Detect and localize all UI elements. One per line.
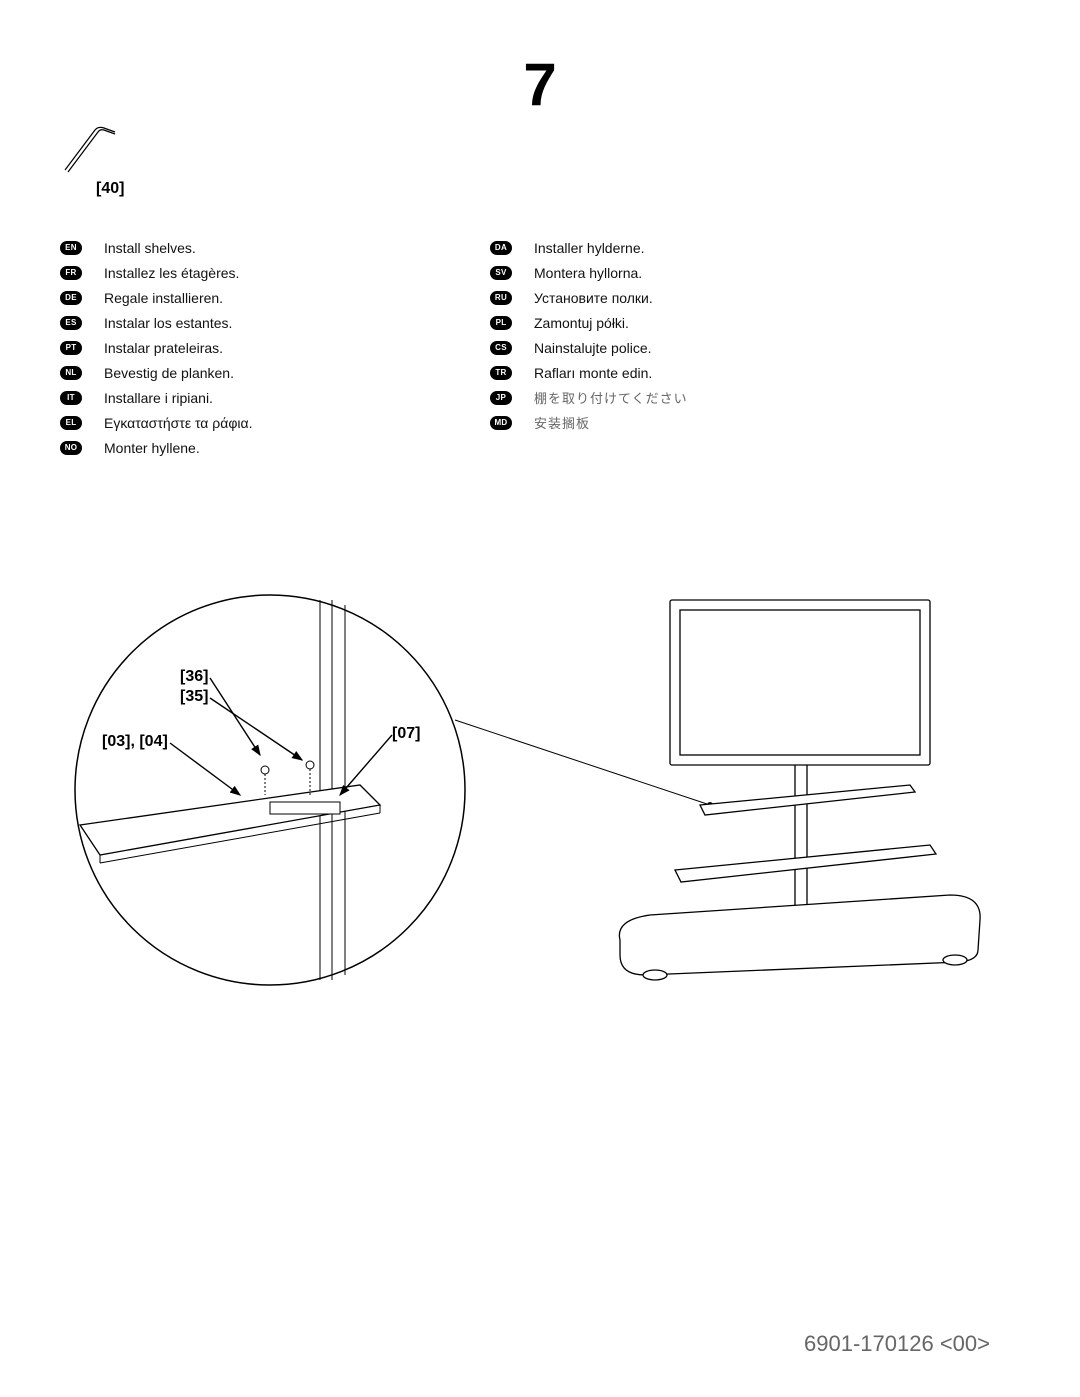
language-code-badge: EN <box>60 241 82 255</box>
language-code-badge: DA <box>490 241 512 255</box>
tool-callout: [40] <box>60 120 124 198</box>
language-row: IT Installare i ripiani. <box>60 385 460 410</box>
part-ref-07: [07] <box>392 725 420 743</box>
language-instruction-text: Nainstalujte police. <box>534 340 652 356</box>
language-instruction-text: Zamontuj półki. <box>534 315 629 331</box>
language-instruction-text: Bevestig de planken. <box>104 365 234 381</box>
language-row: PT Instalar prateleiras. <box>60 335 460 360</box>
language-code-badge: MD <box>490 416 512 430</box>
language-column-right: DA Installer hylderne. SV Montera hyllorna.… <box>490 235 890 435</box>
language-instruction-text: 安装搁板 <box>534 413 590 432</box>
language-code-badge: SV <box>490 266 512 280</box>
part-ref-36: [36] <box>180 668 208 686</box>
language-row: DE Regale installieren. <box>60 285 460 310</box>
language-row: JP 棚を取り付けてください <box>490 385 890 410</box>
language-code-badge: PL <box>490 316 512 330</box>
part-ref-03-04: [03], [04] <box>102 733 168 751</box>
language-code-badge: JP <box>490 391 512 405</box>
language-code-badge: CS <box>490 341 512 355</box>
language-instruction-text: Εγκαταστήστε τα ράφια. <box>104 415 253 431</box>
language-row: SV Montera hyllorna. <box>490 260 890 285</box>
tv-stand-icon <box>619 600 980 980</box>
language-code-badge: PT <box>60 341 82 355</box>
document-id: 6901-170126 <00> <box>804 1331 990 1357</box>
language-instruction-text: Installez les étagères. <box>104 265 239 281</box>
language-code-badge: NO <box>60 441 82 455</box>
instruction-page: 7 [40] EN Install shelves. FR Installez les… <box>0 0 1080 1397</box>
language-instruction-text: Regale installieren. <box>104 290 223 306</box>
language-instruction-text: Install shelves. <box>104 240 196 256</box>
language-code-badge: DE <box>60 291 82 305</box>
language-row: PL Zamontuj półki. <box>490 310 890 335</box>
assembly-diagram-area: [36] [35] [03], [04] [07] <box>60 560 1020 1287</box>
language-instruction-text: Rafları monte edin. <box>534 365 652 381</box>
tool-part-ref: [40] <box>96 180 124 198</box>
language-instruction-text: Monter hyllene. <box>104 440 200 456</box>
language-code-badge: IT <box>60 391 82 405</box>
allen-key-icon <box>60 120 120 175</box>
language-row: FR Installez les étagères. <box>60 260 460 285</box>
assembly-diagram <box>60 560 1020 1160</box>
language-row: TR Rafları monte edin. <box>490 360 890 385</box>
language-row: NO Monter hyllene. <box>60 435 460 460</box>
language-instruction-text: Installare i ripiani. <box>104 390 213 406</box>
language-row: MD 安装搁板 <box>490 410 890 435</box>
language-code-badge: RU <box>490 291 512 305</box>
language-row: DA Installer hylderne. <box>490 235 890 260</box>
language-code-badge: EL <box>60 416 82 430</box>
language-row: NL Bevestig de planken. <box>60 360 460 385</box>
language-instruction-text: Montera hyllorna. <box>534 265 642 281</box>
language-code-badge: FR <box>60 266 82 280</box>
language-row: ES Instalar los estantes. <box>60 310 460 335</box>
language-code-badge: ES <box>60 316 82 330</box>
language-row: EL Εγκαταστήστε τα ράφια. <box>60 410 460 435</box>
step-number: 7 <box>60 50 1020 119</box>
language-code-badge: NL <box>60 366 82 380</box>
language-instruction-text: Instalar los estantes. <box>104 315 232 331</box>
language-row: EN Install shelves. <box>60 235 460 260</box>
language-column-left: EN Install shelves. FR Installez les étagèr… <box>60 235 460 460</box>
language-row: RU Установите полки. <box>490 285 890 310</box>
language-instruction-text: 棚を取り付けてください <box>534 388 688 407</box>
language-instruction-text: Instalar prateleiras. <box>104 340 223 356</box>
language-row: CS Nainstalujte police. <box>490 335 890 360</box>
language-instruction-text: Установите полки. <box>534 290 653 306</box>
part-ref-35: [35] <box>180 688 208 706</box>
language-code-badge: TR <box>490 366 512 380</box>
language-instruction-text: Installer hylderne. <box>534 240 645 256</box>
